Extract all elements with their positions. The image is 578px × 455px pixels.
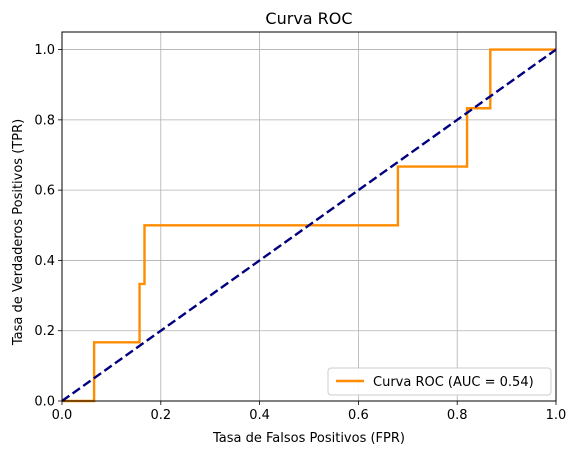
random-classifier-line	[61, 48, 557, 402]
y-tick-label: 0.2	[34, 324, 55, 339]
chart-title: Curva ROC	[265, 9, 352, 28]
x-tick-label: 0.6	[348, 408, 369, 423]
plot-frame	[61, 31, 557, 402]
y-tick-label: 1.0	[34, 43, 55, 58]
y-tick-label: 0.4	[34, 254, 55, 269]
x-tick-label: 0.0	[52, 408, 73, 423]
x-axis-label: Tasa de Falsos Positivos (FPR)	[212, 431, 405, 446]
y-tick-label: 0.8	[34, 113, 55, 128]
series-layer	[61, 48, 557, 403]
roc-curve-line	[62, 48, 556, 403]
x-tick-label: 1.0	[546, 408, 567, 423]
x-axis-ticks: 0.0 0.2 0.4 0.6 0.8 1.0	[52, 401, 567, 423]
x-tick-label: 0.4	[249, 408, 270, 423]
grid-lines	[61, 32, 557, 402]
y-tick-label: 0.0	[34, 395, 55, 410]
y-axis-ticks: 0.0 0.2 0.4 0.6 0.8 1.0	[34, 43, 62, 410]
legend-label: Curva ROC (AUC = 0.54)	[373, 375, 534, 390]
x-tick-label: 0.8	[447, 408, 468, 423]
y-tick-label: 0.6	[34, 184, 55, 199]
legend-box	[327, 367, 552, 396]
y-axis-label: Tasa de Verdaderos Positivos (TPR)	[11, 119, 26, 346]
x-tick-label: 0.2	[150, 408, 171, 423]
legend: Curva ROC (AUC = 0.54)	[327, 367, 552, 396]
